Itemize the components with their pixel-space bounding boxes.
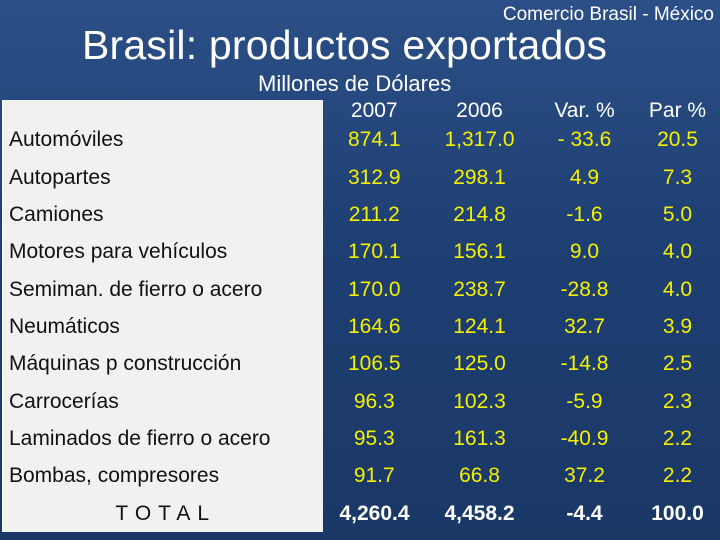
cell-par: 4.0 (662, 240, 693, 264)
table-row: Automóviles 874.1 1,317.0 - 33.6 20.5 (2, 121, 719, 159)
cell-var: -5.9 (566, 389, 603, 413)
total-label: TOTAL (2, 494, 323, 532)
table-row: Semiman. de fierro o acero 170.0 238.7 -… (2, 270, 719, 308)
row-label: Máquinas p construcción (2, 345, 323, 383)
table-row: Bombas, compresores 91.7 66.8 37.2 2.2 (2, 457, 719, 495)
cell-2007: 211.2 (348, 202, 400, 226)
cell-2006: 161.3 (453, 427, 506, 451)
table-row: Carrocerías 96.3 102.3 -5.9 2.3 (2, 382, 719, 420)
table-row: Motores para vehículos 170.1 156.1 9.0 4… (2, 233, 719, 271)
cell-par: 2.2 (662, 464, 693, 488)
cell-par: 2.5 (662, 352, 693, 376)
cell-var: 32.7 (564, 314, 605, 338)
column-header-2007: 2007 (350, 99, 398, 122)
total-par: 100.0 (651, 501, 704, 525)
cell-var: 9.0 (569, 240, 600, 264)
column-header-product (2, 100, 323, 121)
row-label: Carrocerías (2, 382, 323, 420)
cell-2007: 170.1 (347, 240, 401, 264)
cell-var: -28.8 (560, 277, 609, 301)
cell-2007: 96.3 (353, 389, 395, 413)
row-label: Camiones (2, 195, 323, 234)
row-label: Neumáticos (2, 307, 323, 346)
cell-par: 20.5 (657, 128, 698, 152)
cell-2006: 1,317.0 (444, 128, 515, 152)
total-var: -4.4 (566, 501, 603, 525)
cell-par: 3.9 (662, 314, 693, 338)
cell-2007: 91.7 (353, 464, 395, 488)
row-label: Semiman. de fierro o acero (2, 270, 323, 308)
table-header-row: 2007 2006 Var. % Par % (2, 99, 719, 122)
cell-2006: 102.3 (453, 389, 506, 413)
table-row: Laminados de fierro o acero 95.3 161.3 -… (2, 419, 719, 458)
cell-var: - 33.6 (557, 128, 612, 152)
cell-2006: 214.8 (453, 202, 506, 226)
cell-2006: 66.8 (459, 464, 500, 488)
table-row: Máquinas p construcción 106.5 125.0 -14.… (2, 345, 719, 383)
slide-subtitle: Comercio Brasil - México (502, 4, 714, 25)
cell-2007: 95.3 (353, 427, 395, 451)
cell-var: 4.9 (569, 165, 600, 189)
slide-title: Brasil: productos exportados (82, 22, 608, 68)
cell-par: 2.2 (662, 427, 693, 451)
cell-var: 37.2 (564, 464, 605, 488)
table-row: Autopartes 312.9 298.1 4.9 7.3 (2, 158, 719, 196)
cell-var: -40.9 (560, 427, 609, 451)
cell-2006: 124.1 (453, 314, 506, 338)
cell-par: 2.3 (662, 389, 693, 413)
exports-table: 2007 2006 Var. % Par % Automóviles 874.1… (2, 100, 718, 532)
total-2006: 4,458.2 (444, 501, 515, 525)
unit-label: Millones de Dólares (258, 71, 452, 96)
cell-2006: 156.1 (453, 240, 506, 264)
cell-2007: 312.9 (347, 165, 401, 189)
cell-2006: 125.0 (453, 352, 506, 376)
row-label: Bombas, compresores (2, 457, 323, 495)
row-label: Autopartes (2, 158, 323, 196)
row-label: Automóviles (2, 121, 323, 159)
cell-2007: 874.1 (347, 128, 401, 152)
cell-var: -14.8 (560, 352, 609, 376)
cell-2006: 238.7 (453, 277, 506, 301)
cell-2007: 170.0 (347, 277, 401, 301)
row-label: Motores para vehículos (2, 233, 323, 271)
cell-par: 5.0 (662, 202, 693, 226)
row-label: Laminados de fierro o acero (2, 419, 323, 458)
table-total-row: TOTAL 4,260.4 4,458.2 -4.4 100.0 (2, 494, 719, 532)
total-2007: 4,260.4 (339, 501, 410, 525)
cell-var: -1.6 (566, 202, 603, 226)
column-header-2006: 2006 (456, 99, 503, 122)
column-header-var: Var. % (554, 99, 615, 122)
column-header-par: Par % (648, 99, 707, 122)
table-row: Camiones 211.2 214.8 -1.6 5.0 (2, 195, 719, 234)
cell-2007: 164.6 (347, 314, 401, 338)
cell-2006: 298.1 (453, 165, 506, 189)
cell-2007: 106.5 (347, 352, 401, 376)
table-row: Neumáticos 164.6 124.1 32.7 3.9 (2, 307, 719, 346)
cell-par: 4.0 (662, 277, 693, 301)
cell-par: 7.3 (662, 165, 693, 189)
